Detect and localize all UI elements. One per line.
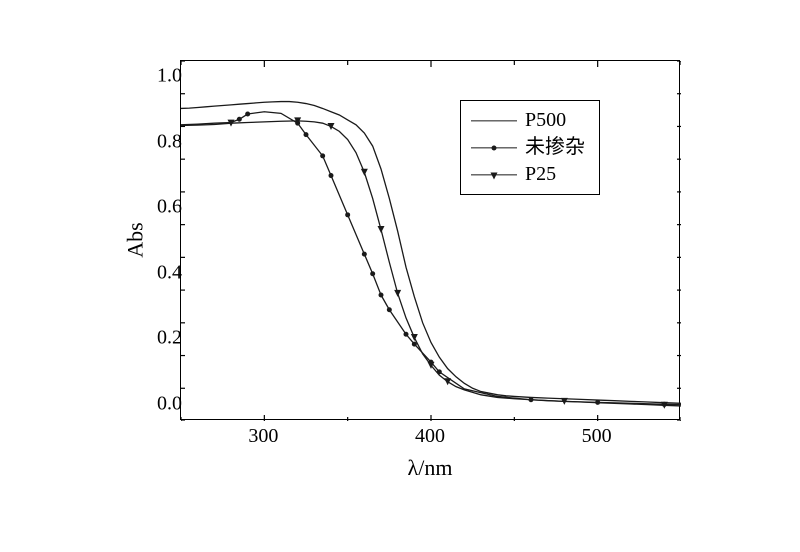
plot-area	[180, 60, 680, 420]
ytick-label: 0.8	[157, 130, 182, 153]
xtick-label: 500	[582, 425, 612, 448]
legend-swatch	[471, 112, 517, 130]
legend-item: P500	[471, 107, 585, 134]
legend-label: 未掺杂	[525, 134, 585, 161]
xtick-label: 300	[248, 425, 278, 448]
legend-swatch	[471, 139, 517, 157]
legend-swatch	[471, 166, 517, 184]
legend: P500未掺杂P25	[460, 100, 600, 195]
legend-item: 未掺杂	[471, 134, 585, 161]
chart-container: Abs λ/nm 0.0 0.2 0.4 0.6 0.8 1.0 300 400 500 P5…	[100, 40, 710, 480]
legend-item: P25	[471, 161, 585, 188]
legend-label: P500	[525, 107, 566, 134]
ytick-label: 0.2	[157, 327, 182, 350]
ytick-label: 1.0	[157, 65, 182, 88]
x-axis-label: λ/nm	[408, 455, 453, 481]
legend-label: P25	[525, 161, 556, 188]
xtick-label: 400	[415, 425, 445, 448]
ytick-label: 0.0	[157, 392, 182, 415]
ytick-label: 0.4	[157, 261, 182, 284]
plot-svg	[181, 61, 681, 421]
ytick-label: 0.6	[157, 196, 182, 219]
y-axis-label: Abs	[123, 222, 149, 257]
